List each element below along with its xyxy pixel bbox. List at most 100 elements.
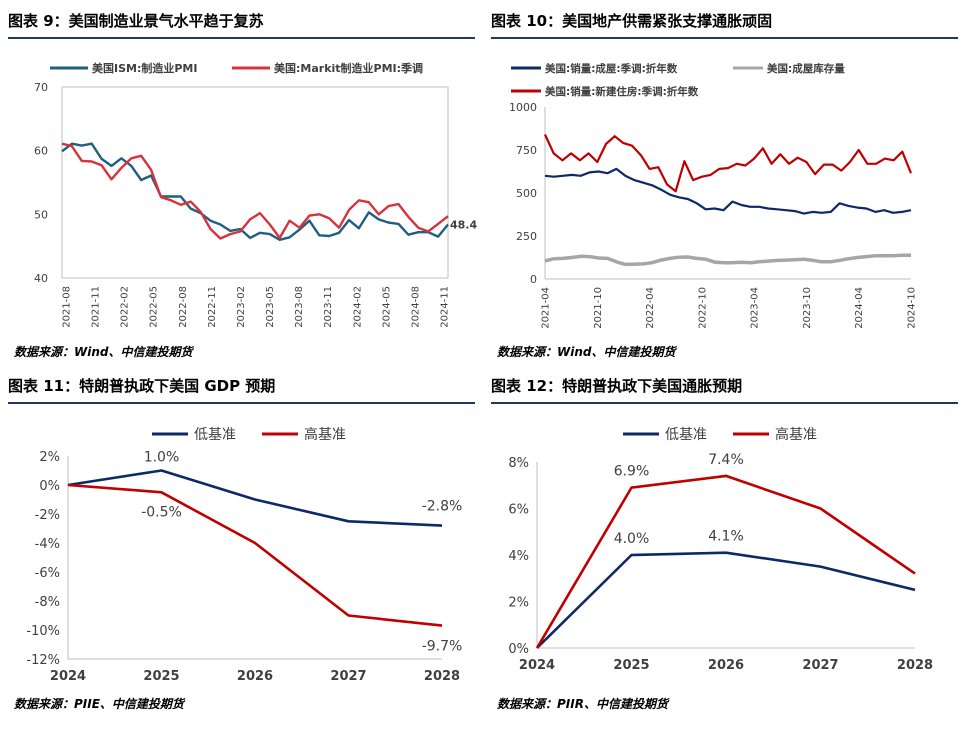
x-tick-label: 2024-02 <box>352 286 363 328</box>
series-line-2 <box>67 483 443 627</box>
legend-label: 美国ISM:制造业PMI <box>92 61 197 75</box>
y-tick-label: 70 <box>34 81 48 94</box>
y-tick-label: -10% <box>26 624 60 639</box>
data-label: 4.0% <box>614 531 650 547</box>
panel-chart-11: 图表 11：特朗普执政下美国 GDP 预期 -12% -10% -8% -6% -4% -… <box>0 365 483 729</box>
data-label: 7.4% <box>708 452 744 468</box>
y-tick-label: -6% <box>35 566 60 581</box>
chart-12-inflation-forecast: 0% 2% 4% 6% 8% 2024 2025 2026 2027 2028 4.0% 4.1% 6.… <box>508 426 933 673</box>
chart-12-title: 图表 12：特朗普执政下美国通胀预期 <box>491 377 743 395</box>
x-tick-label: 2024-11 <box>440 286 451 328</box>
chart-9-title: 图表 9：美国制造业景气水平趋于复苏 <box>8 12 264 30</box>
y-tick-label: 0% <box>508 642 529 657</box>
x-tick-label: 2021-08 <box>62 286 73 328</box>
data-label: 4.1% <box>708 529 744 545</box>
x-tick-label: 2022-11 <box>207 286 218 328</box>
legend-label: 低基准 <box>194 426 236 443</box>
panel-chart-10: 图表 10：美国地产供需紧张支撑通胀顽固 0 250 500 750 1000 2021-… <box>483 0 966 365</box>
y-tick-label: -12% <box>26 653 60 668</box>
y-tick-label: 2% <box>39 450 60 465</box>
series-line-1 <box>67 469 443 527</box>
series-line-1 <box>544 167 912 215</box>
x-tick-label: 2024-10 <box>907 287 918 329</box>
x-tick-label: 2025 <box>613 658 649 673</box>
y-tick-label: 60 <box>34 145 48 158</box>
chart-10-source: 数据来源：Wind、中信建投期货 <box>497 345 676 359</box>
data-label: -9.7% <box>422 639 463 655</box>
y-tick-label: 0 <box>530 273 537 286</box>
x-tick-label: 2022-10 <box>697 287 708 329</box>
y-tick-label: 0% <box>39 479 60 494</box>
series-line-2 <box>544 253 911 267</box>
y-tick-label: 500 <box>516 187 537 200</box>
title-divider <box>8 402 475 404</box>
chart-11-title: 图表 11：特朗普执政下美国 GDP 预期 <box>8 377 276 395</box>
x-tick-label: 2023-05 <box>265 286 276 328</box>
y-tick-label: -4% <box>35 537 60 552</box>
x-tick-label: 2027 <box>802 658 838 673</box>
plot-frame <box>61 86 449 279</box>
x-tick-label: 2023-10 <box>802 287 813 329</box>
chart-11-source: 数据来源：PIIE、中信建投期货 <box>14 697 184 711</box>
x-tick-label: 2025 <box>143 669 179 684</box>
series-line-2 <box>61 142 449 240</box>
x-tick-label: 2024-04 <box>854 287 865 329</box>
x-tick-label: 2021-04 <box>541 287 552 329</box>
y-tick-label: -8% <box>35 595 60 610</box>
x-tick-label: 2023-04 <box>750 287 761 329</box>
x-tick-label: 2027 <box>330 669 366 684</box>
title-divider <box>8 37 475 39</box>
legend-label: 低基准 <box>665 426 707 443</box>
panel-chart-9: 图表 9：美国制造业景气水平趋于复苏 40 50 60 70 2021-08 2021-1… <box>0 0 483 365</box>
chart-9-source: 数据来源：Wind、中信建投期货 <box>14 345 193 359</box>
title-divider <box>491 37 958 39</box>
x-tick-label: 2024-08 <box>410 286 421 328</box>
title-divider <box>491 402 958 404</box>
legend-label: 高基准 <box>775 426 817 443</box>
legend-label: 美国:Markit制造业PMI:季调 <box>274 61 423 75</box>
x-tick-label: 2023-08 <box>294 286 305 328</box>
legend-label: 美国:销量:新建住房:季调:折年数 <box>545 85 699 98</box>
x-tick-label: 2028 <box>424 669 460 684</box>
legend-label: 美国:成屋库存量 <box>767 62 845 75</box>
x-tick-label: 2024 <box>50 669 86 684</box>
chart-12-source: 数据来源：PIIR、中信建投期货 <box>497 697 668 711</box>
x-tick-label: 2022-05 <box>149 286 160 328</box>
series-line-3 <box>544 134 913 193</box>
data-label: 6.9% <box>614 464 650 480</box>
legend-label: 高基准 <box>304 426 346 443</box>
y-tick-label: 6% <box>508 503 529 518</box>
x-tick-label: 2026 <box>708 658 744 673</box>
data-label: -2.8% <box>422 499 463 515</box>
y-tick-label: 250 <box>516 230 537 243</box>
series-line-1 <box>61 142 449 242</box>
y-tick-label: 8% <box>508 456 529 471</box>
x-tick-label: 2028 <box>897 658 933 673</box>
last-value-label: 48.4 <box>450 219 477 232</box>
x-tick-label: 2023-02 <box>236 286 247 328</box>
chart-11-gdp-forecast: -12% -10% -8% -6% -4% -2% 0% 2% 2024 2025 2026 2027… <box>26 426 463 684</box>
y-tick-label: 50 <box>34 208 48 221</box>
y-tick-label: 4% <box>508 549 529 564</box>
x-tick-label: 2022-02 <box>120 286 131 328</box>
x-tick-label: 2026 <box>237 669 273 684</box>
y-tick-label: 1000 <box>509 101 537 114</box>
x-tick-label: 2022-04 <box>645 287 656 329</box>
x-tick-label: 2024 <box>519 658 555 673</box>
series-line-2 <box>535 474 916 649</box>
data-label: -0.5% <box>141 504 182 520</box>
y-tick-label: 750 <box>516 144 537 157</box>
x-tick-label: 2022-08 <box>178 286 189 328</box>
x-tick-label: 2023-11 <box>323 286 334 328</box>
y-tick-label: -2% <box>35 508 60 523</box>
panel-chart-12: 图表 12：特朗普执政下美国通胀预期 0% 2% 4% 6% 8% 2024 2025 202… <box>483 365 966 729</box>
x-tick-label: 2024-05 <box>381 286 392 328</box>
chart-9-ism-pmi: 40 50 60 70 2021-08 2021-11 2022-02 2022-05 2022… <box>34 61 477 328</box>
x-tick-label: 2021-11 <box>91 286 102 328</box>
y-tick-label: 2% <box>508 596 529 611</box>
y-tick-label: 40 <box>34 272 48 285</box>
series-line-1 <box>536 551 916 649</box>
chart-10-housing: 0 250 500 750 1000 2021-04 2021-10 2022-04 2022-… <box>509 62 918 329</box>
chart-10-title: 图表 10：美国地产供需紧张支撑通胀顽固 <box>491 12 773 30</box>
